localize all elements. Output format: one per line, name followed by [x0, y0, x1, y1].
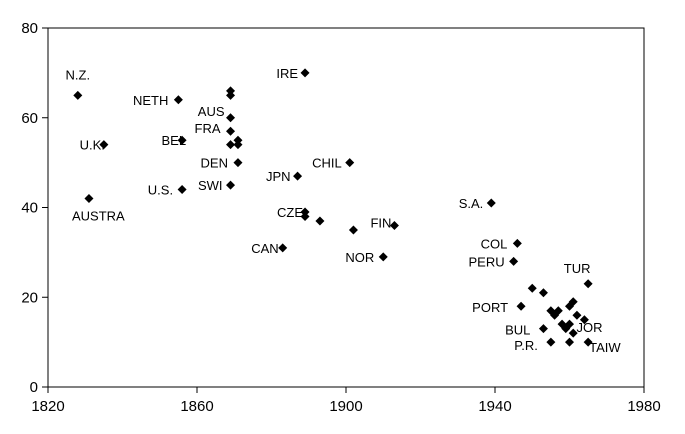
- data-point: [233, 140, 243, 150]
- data-point: [226, 126, 236, 136]
- point-label: U.K.: [80, 138, 105, 153]
- data-point: [583, 279, 593, 289]
- data-point: [565, 337, 574, 347]
- y-axis: 0 20 40 60 80: [21, 20, 48, 396]
- data-point: [568, 328, 578, 338]
- data-point: [512, 238, 522, 248]
- data-point: [300, 68, 310, 78]
- point-label: JOR: [577, 320, 603, 335]
- point-label: CAN: [251, 241, 278, 256]
- data-point: [173, 95, 183, 105]
- plot-frame: [47, 27, 645, 388]
- data-point: [84, 194, 94, 204]
- x-tick-label: 1860: [180, 398, 213, 415]
- data-point: [538, 288, 548, 298]
- point-label: TAIW: [589, 340, 621, 355]
- point-label: FIN: [370, 215, 391, 230]
- data-point: [226, 113, 236, 123]
- data-point: [486, 198, 496, 208]
- data-point: [345, 158, 355, 168]
- data-point: [315, 216, 325, 226]
- data-points: [73, 68, 593, 347]
- point-label: BEL: [162, 133, 187, 148]
- data-point: [565, 301, 574, 311]
- data-point: [73, 90, 83, 100]
- data-point: [565, 319, 574, 329]
- point-label: AUS: [198, 104, 225, 119]
- y-tick-label: 0: [30, 379, 38, 396]
- point-label: IRE: [276, 66, 298, 81]
- data-point: [550, 310, 560, 320]
- x-tick-label: 1940: [478, 398, 511, 415]
- data-point: [389, 220, 399, 230]
- point-labels: N.Z. U.K. AUSTRA NETH BEL U.S. AUS FRA DEN SWI IRE…: [66, 66, 622, 355]
- point-label: CHIL: [312, 156, 342, 171]
- data-point: [278, 243, 288, 253]
- x-axis: 1820 1860 1900 1940 1980: [31, 387, 661, 415]
- data-point: [99, 140, 109, 150]
- point-label: FRA: [195, 121, 221, 136]
- data-point: [538, 324, 548, 334]
- data-point: [300, 211, 310, 221]
- data-point: [348, 225, 358, 235]
- data-point: [572, 310, 582, 320]
- data-point: [579, 315, 589, 325]
- point-label: U.S.: [148, 183, 173, 198]
- point-label: NOR: [345, 250, 374, 265]
- data-point: [527, 283, 537, 293]
- x-tick-label: 1980: [627, 398, 660, 415]
- y-tick-label: 60: [21, 110, 38, 127]
- data-point: [546, 337, 556, 347]
- point-label: JPN: [266, 169, 291, 184]
- point-label: PORT: [472, 300, 508, 315]
- x-tick-label: 1820: [31, 398, 64, 415]
- point-label: BUL: [505, 323, 530, 338]
- point-label: N.Z.: [66, 67, 91, 82]
- point-label: S.A.: [459, 196, 484, 211]
- y-tick-label: 80: [21, 20, 38, 37]
- data-point: [516, 301, 526, 311]
- point-label: DEN: [201, 156, 228, 171]
- point-label: COL: [481, 236, 508, 251]
- data-point: [177, 185, 187, 195]
- point-label: CZE: [277, 205, 303, 220]
- data-point: [226, 180, 236, 190]
- point-label: TUR: [564, 261, 591, 276]
- data-point: [583, 337, 593, 347]
- data-point: [226, 140, 236, 150]
- point-label: AUSTRA: [72, 209, 125, 224]
- y-tick-label: 40: [21, 200, 38, 217]
- data-point: [509, 256, 519, 266]
- data-point: [226, 90, 236, 100]
- x-tick-label: 1900: [329, 398, 362, 415]
- y-tick-label: 20: [21, 289, 38, 306]
- point-label: SWI: [198, 178, 223, 193]
- point-label: PERU: [469, 254, 505, 269]
- data-point: [177, 135, 187, 145]
- data-point: [378, 252, 388, 262]
- data-point: [233, 158, 243, 168]
- data-point: [293, 171, 303, 181]
- point-label: P.R.: [514, 338, 538, 353]
- point-label: NETH: [133, 93, 168, 108]
